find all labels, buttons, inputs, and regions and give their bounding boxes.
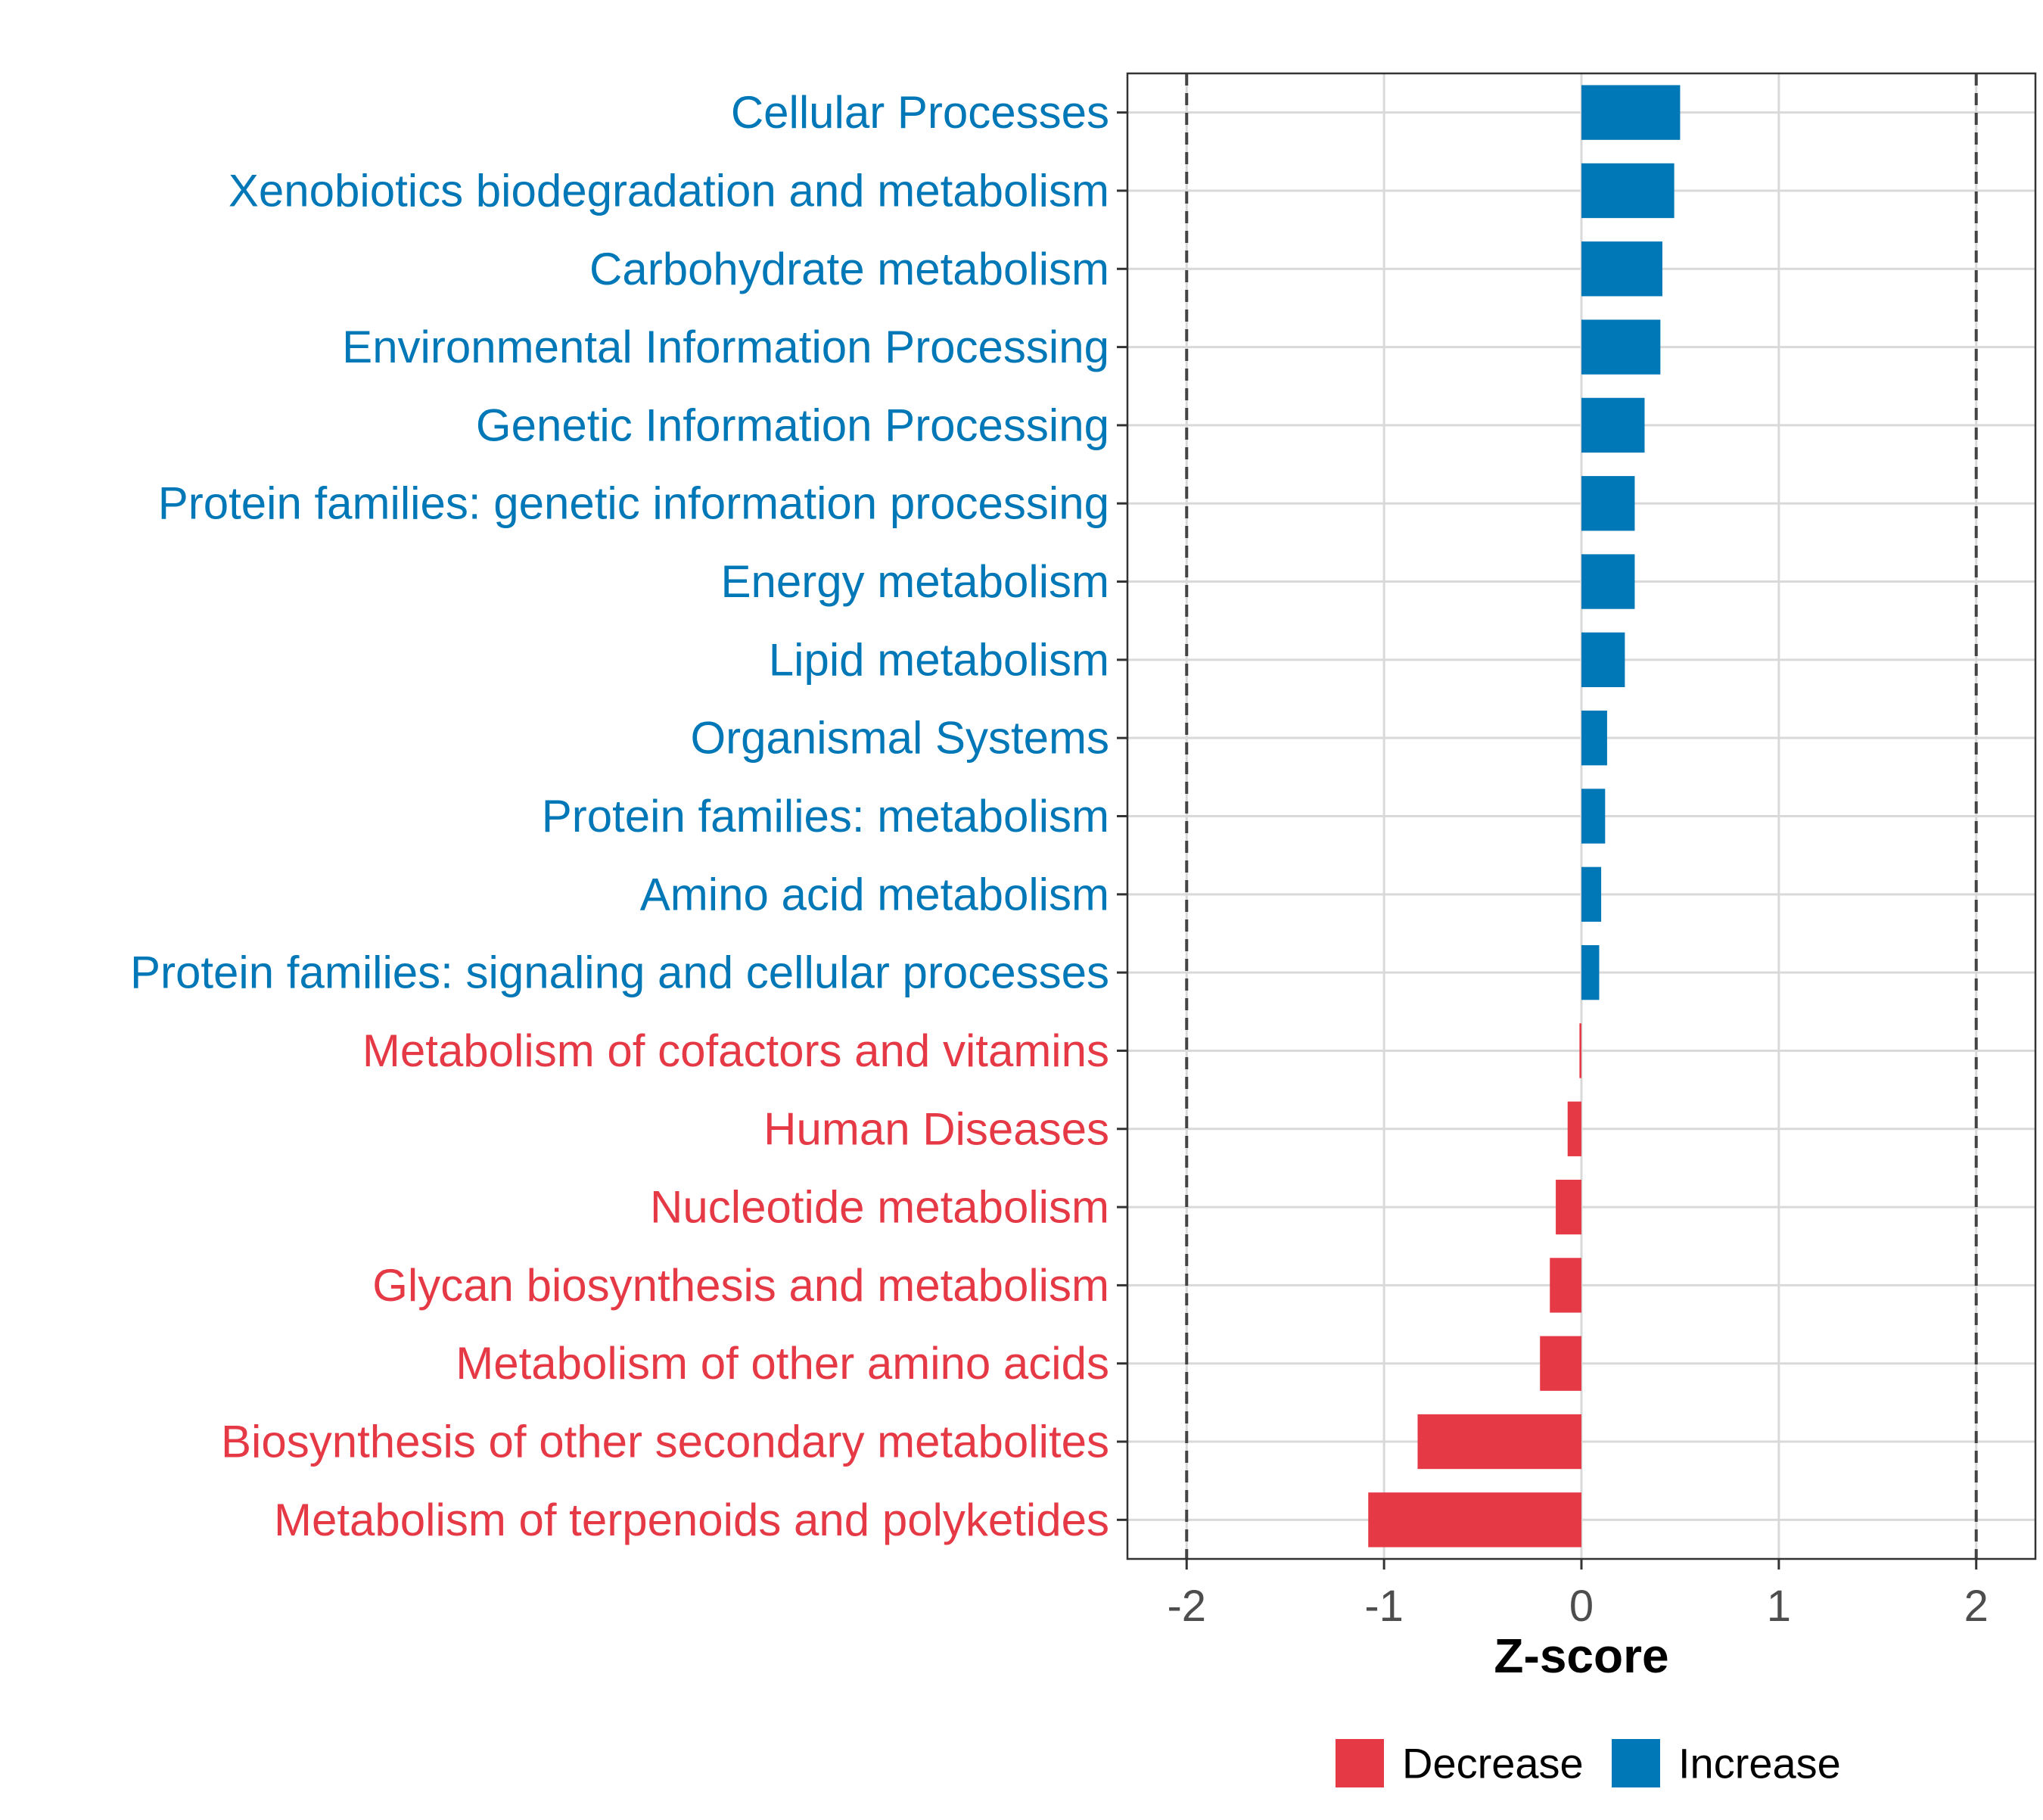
category-label: Protein families: signaling and cellular… bbox=[130, 947, 1109, 998]
bar bbox=[1556, 1179, 1581, 1235]
legend-item: Increase bbox=[1612, 1739, 1841, 1787]
bars bbox=[1368, 85, 1681, 1548]
bar bbox=[1581, 85, 1681, 140]
x-tick-label: -1 bbox=[1364, 1582, 1404, 1631]
category-label: Glycan biosynthesis and metabolism bbox=[372, 1260, 1109, 1311]
category-label: Lipid metabolism bbox=[769, 634, 1109, 685]
bar bbox=[1581, 319, 1661, 375]
legend-swatch bbox=[1336, 1739, 1384, 1787]
category-label: Human Diseases bbox=[763, 1103, 1109, 1154]
category-label: Protein families: genetic information pr… bbox=[158, 478, 1109, 529]
legend-item: Decrease bbox=[1336, 1739, 1584, 1787]
bar bbox=[1581, 944, 1600, 1000]
bar bbox=[1581, 711, 1607, 766]
legend: Decrease Increase bbox=[1336, 1739, 1841, 1787]
bar bbox=[1581, 397, 1645, 453]
bar bbox=[1581, 476, 1635, 531]
bar bbox=[1540, 1336, 1581, 1391]
bar bbox=[1581, 554, 1635, 609]
category-label: Metabolism of cofactors and vitamins bbox=[362, 1025, 1109, 1076]
category-label: Cellular Processes bbox=[731, 87, 1109, 138]
x-tick-label: 1 bbox=[1767, 1582, 1791, 1631]
x-axis-tick-labels: -2 -1 0 1 2 bbox=[1167, 1582, 1988, 1631]
x-axis-title: Z-score bbox=[1494, 1629, 1668, 1683]
category-label: Biosynthesis of other secondary metaboli… bbox=[221, 1417, 1109, 1467]
category-label: Protein families: metabolism bbox=[542, 791, 1109, 842]
bar bbox=[1567, 1101, 1581, 1156]
category-label: Carbohydrate metabolism bbox=[589, 244, 1109, 294]
bar bbox=[1581, 632, 1625, 688]
category-label: Nucleotide metabolism bbox=[650, 1182, 1109, 1233]
x-tick-label: 0 bbox=[1569, 1582, 1594, 1631]
legend-label: Decrease bbox=[1402, 1740, 1584, 1787]
bar bbox=[1581, 241, 1662, 297]
y-axis-labels: Cellular Processes Xenobiotics biodegrada… bbox=[130, 87, 1109, 1545]
category-label: Environmental Information Processing bbox=[342, 322, 1109, 372]
category-label: Xenobiotics biodegradation and metabolis… bbox=[229, 165, 1109, 216]
x-axis-ticks bbox=[1185, 1559, 1978, 1570]
x-tick-label: 2 bbox=[1964, 1582, 1989, 1631]
bar bbox=[1581, 163, 1675, 219]
category-label: Genetic Information Processing bbox=[476, 400, 1109, 450]
reference-lines bbox=[1185, 73, 1978, 1559]
legend-label: Increase bbox=[1678, 1740, 1841, 1787]
bar bbox=[1581, 866, 1602, 922]
category-label: Amino acid metabolism bbox=[640, 869, 1109, 919]
category-label: Metabolism of terpenoids and polyketides bbox=[274, 1495, 1109, 1545]
bar bbox=[1550, 1258, 1581, 1313]
category-label: Organismal Systems bbox=[691, 713, 1109, 764]
legend-swatch bbox=[1612, 1739, 1660, 1787]
x-tick-label: -2 bbox=[1167, 1582, 1206, 1631]
bar bbox=[1368, 1492, 1581, 1548]
category-label: Metabolism of other amino acids bbox=[456, 1338, 1109, 1389]
y-axis-ticks bbox=[1117, 111, 1127, 1521]
bar bbox=[1579, 1023, 1581, 1078]
category-label: Energy metabolism bbox=[720, 556, 1109, 607]
bar bbox=[1417, 1414, 1581, 1470]
bar bbox=[1581, 789, 1606, 844]
